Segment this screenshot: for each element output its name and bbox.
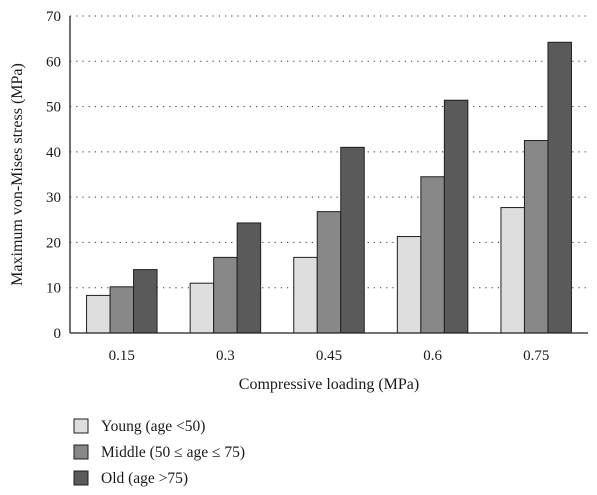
y-tick-labels: 0 10 20 30 40 50 60 70 (46, 9, 61, 342)
bar (443, 99, 469, 334)
y-tick-label: 30 (46, 190, 61, 206)
y-tick-label: 50 (46, 100, 61, 116)
legend-label: Middle (50 ≤ age ≤ 75) (101, 444, 245, 461)
y-tick-label: 0 (54, 326, 62, 342)
bar (396, 236, 422, 334)
bar (189, 282, 215, 334)
bar (293, 256, 318, 334)
y-tick-label: 70 (46, 9, 61, 25)
y-axis-label: Maximum von-Mises stress (MPa) (9, 63, 26, 286)
legend-label: Old (age >75) (101, 470, 188, 487)
axes (69, 16, 588, 334)
legend-swatch (73, 418, 89, 434)
x-axis-label: Compressive loading (MPa) (239, 376, 419, 393)
y-tick-label: 20 (46, 235, 61, 251)
legend-swatch (73, 470, 89, 486)
bar (500, 207, 525, 334)
bar (86, 294, 111, 334)
bar (340, 146, 365, 334)
bar (133, 269, 158, 334)
x-tick-label: 0.3 (216, 348, 235, 364)
legend-label: Young (age <50) (101, 418, 205, 435)
x-tick-labels: 0.15 0.3 0.45 0.6 0.75 (109, 348, 550, 364)
x-tick-label: 0.6 (423, 348, 442, 364)
bar (109, 286, 135, 334)
bar (523, 140, 549, 334)
bar (420, 176, 445, 334)
bar (316, 211, 342, 334)
bar (213, 256, 238, 334)
legend-swatch (73, 444, 89, 460)
y-tick-label: 60 (46, 54, 61, 70)
x-tick-label: 0.15 (109, 348, 135, 364)
bar (236, 222, 262, 334)
legend: Young (age <50) Middle (50 ≤ age ≤ 75) Old… (73, 418, 245, 487)
bar (547, 41, 572, 334)
y-tick-label: 40 (46, 145, 61, 161)
x-tick-label: 0.75 (523, 348, 549, 364)
bars (86, 41, 572, 334)
y-tick-label: 10 (46, 281, 61, 297)
x-tick-label: 0.45 (316, 348, 342, 364)
